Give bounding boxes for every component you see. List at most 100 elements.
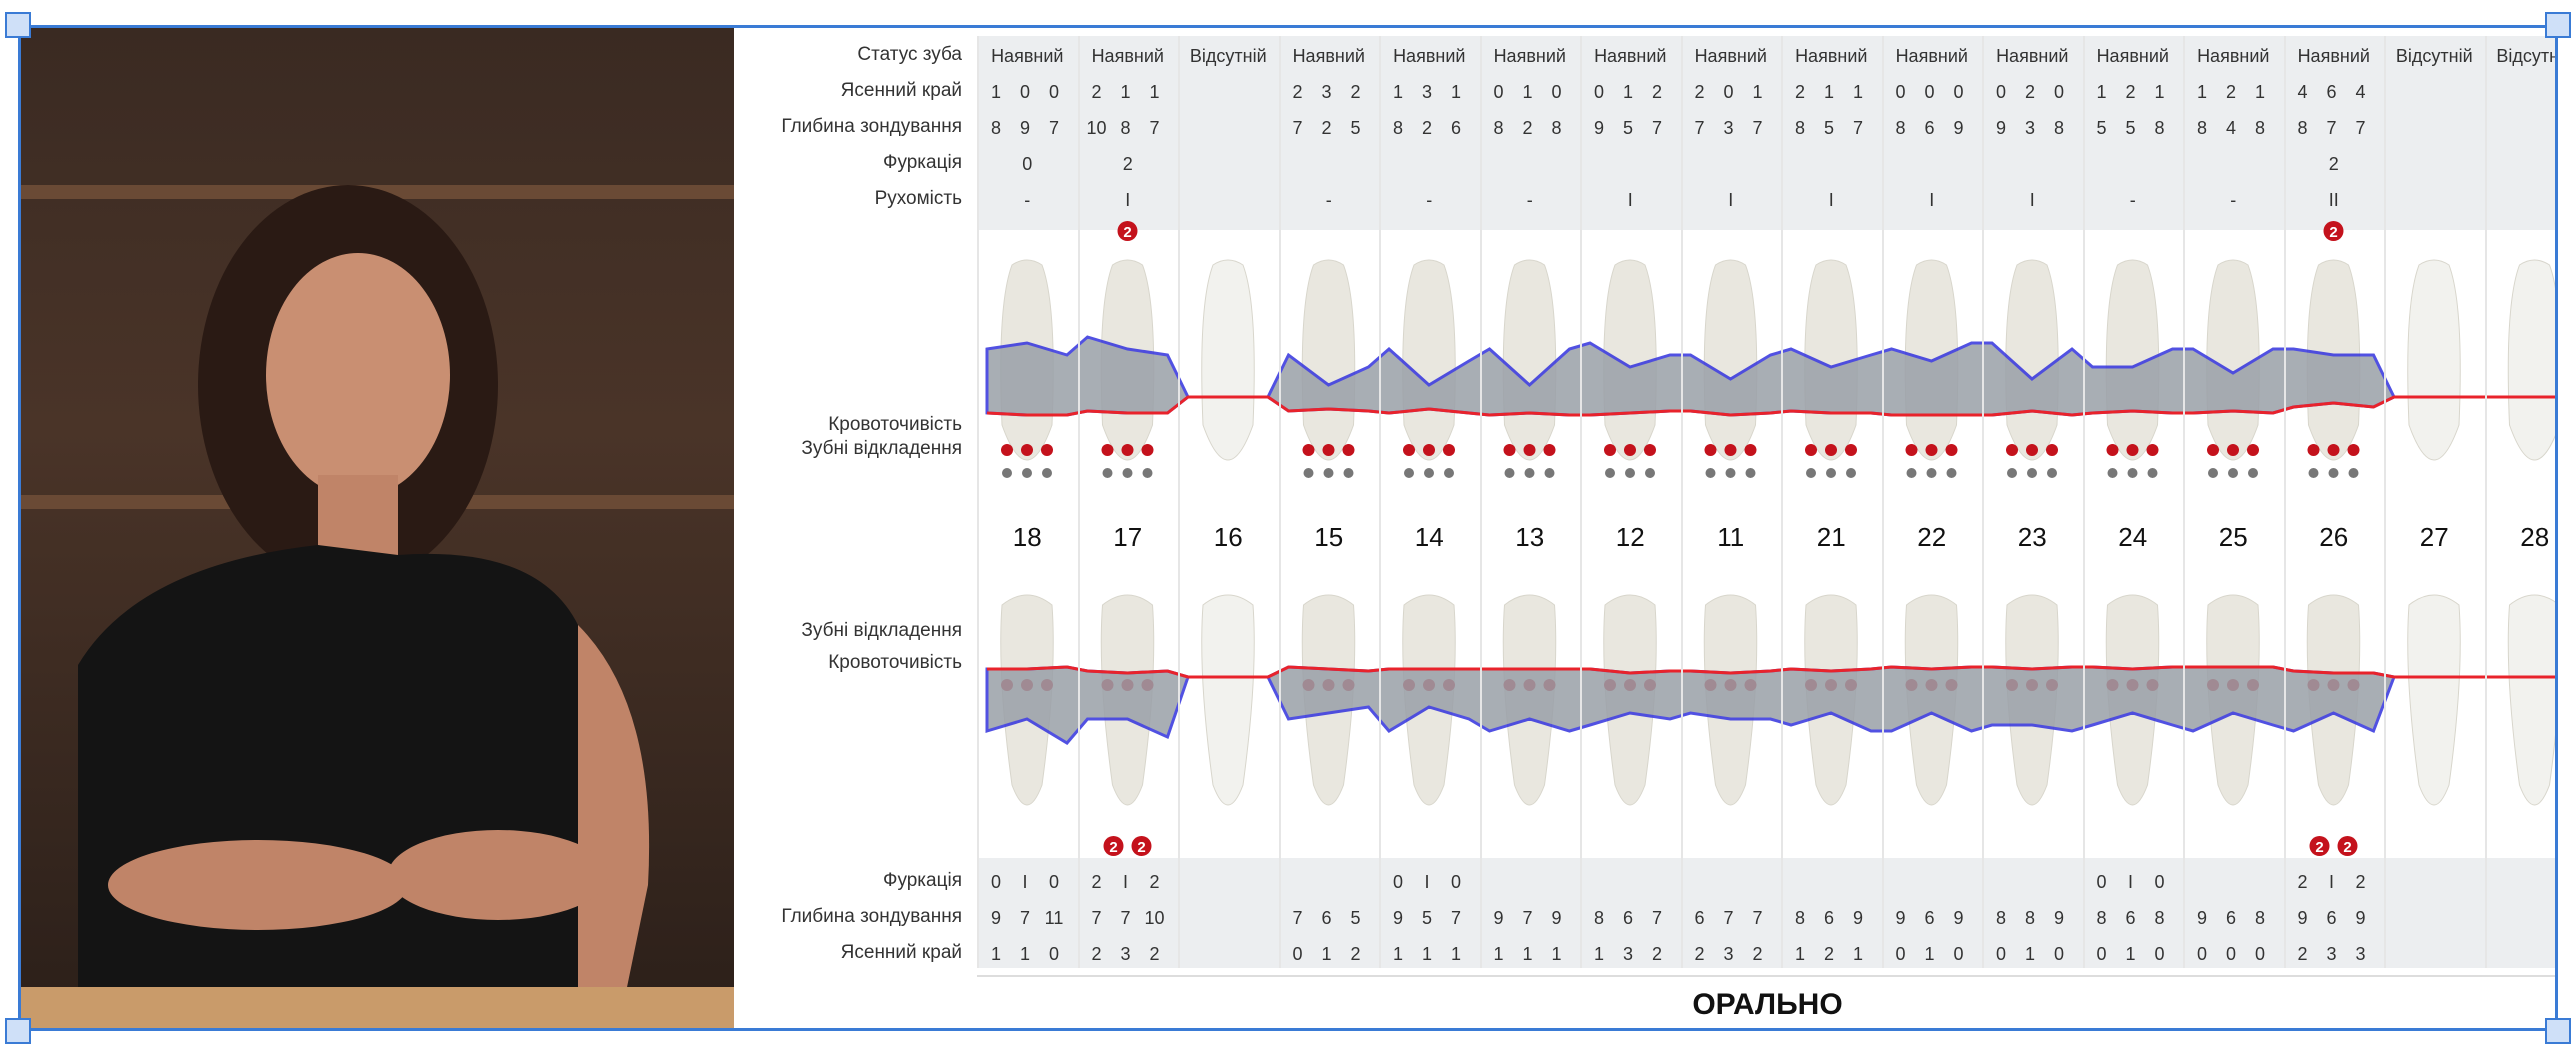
resize-handle-tl[interactable] [5, 12, 31, 38]
lower-gingival-margin-value: 0 [2196, 944, 2207, 964]
resize-handle-bl[interactable] [5, 1018, 31, 1044]
column-divider [1379, 36, 1381, 968]
plaque-dot-icon [2228, 468, 2238, 478]
label-probing-depth: Глибина зондування [781, 116, 962, 137]
resize-handle-tr[interactable] [2545, 12, 2571, 38]
plaque-dot-icon [1826, 468, 1836, 478]
gingival-margin-value: 0 [1953, 82, 1964, 102]
lower-pocket-band-margin-line [987, 665, 2558, 679]
plaque-dot-icon [2027, 468, 2037, 478]
lower-gingival-margin-value: 2 [1149, 944, 1160, 964]
gingival-margin-value: 2 [1292, 82, 1303, 102]
plaque-dot-icon [1625, 468, 1635, 478]
label-gingival-margin: Ясенний край [840, 80, 962, 101]
bleeding-drop-icon [1744, 444, 1757, 456]
lower-probing-depth-value: 7 [1120, 908, 1131, 928]
lower-probing-depth-value: 8 [1995, 908, 2006, 928]
plaque-dot-icon [1544, 468, 1555, 478]
plaque-dot-icon [1424, 468, 1434, 478]
lower-gingival-margin-value: 2 [1651, 944, 1662, 964]
probing-depth-value: 8 [2297, 118, 2308, 138]
gingival-margin-value: 4 [2297, 82, 2308, 102]
lower-probing-depth-value: 5 [1421, 908, 1432, 928]
probing-depth-value: 4 [2225, 118, 2236, 138]
lower-gingival-margin-value: 0 [1953, 944, 1964, 964]
column-divider [1881, 36, 1884, 968]
lower-gingival-margin-value: 2 [1350, 944, 1361, 964]
column-divider [2183, 36, 2185, 968]
label-bleeding-lower: Кровоточивість [828, 652, 962, 673]
lower-gingival-margin-value: 3 [2326, 944, 2337, 964]
periodontal-chart: Статус зуба Ясенний край Глибина зондува… [734, 25, 2558, 1031]
probing-depth-value: 8 [1551, 118, 1562, 138]
tooth-number: 21 [1816, 522, 1846, 552]
gingival-margin-value: 1 [1120, 82, 1131, 102]
bleeding-drop-icon [1543, 444, 1556, 456]
resize-handle-br[interactable] [2545, 1018, 2571, 1044]
column-divider [977, 36, 979, 968]
plaque-dot-icon [1303, 468, 1314, 478]
lower-furcation-value: 0 [1392, 872, 1403, 892]
probing-depth-value: 8 [2254, 118, 2265, 138]
tooth-status: Відсутній [2496, 46, 2558, 66]
bleeding-drop-icon [2046, 444, 2058, 456]
gingival-margin-value: 2 [1694, 82, 1705, 102]
gingival-margin-value: 1 [1823, 82, 1834, 102]
lower-probing-depth-value: 7 [1450, 908, 1461, 928]
lower-probing-depth-value: 9 [1895, 908, 1906, 928]
plaque-dot-icon [1404, 468, 1414, 478]
bleeding-drop-icon [1644, 444, 1656, 456]
probing-depth-value: 5 [2096, 118, 2107, 138]
mobility-value: - [1325, 190, 1332, 210]
mobility-value: - [2129, 190, 2136, 210]
plaque-dot-icon [2047, 468, 2057, 478]
plaque-dot-icon [1323, 468, 1334, 478]
column-divider [1278, 36, 1281, 968]
plaque-dot-icon [1946, 468, 1957, 478]
bleeding-drop-icon [2247, 444, 2259, 456]
lower-probing-depth-value: 6 [2125, 908, 2136, 928]
tooth-number: 12 [1615, 522, 1645, 552]
gingival-margin-value: 2 [2225, 82, 2236, 102]
mobility-value: - [1526, 190, 1533, 210]
gingival-margin-value: 0 [1048, 82, 1059, 102]
lower-probing-depth-value: 7 [1651, 908, 1662, 928]
mobility-value: I [1125, 190, 1131, 210]
probing-depth-value: 6 [1924, 118, 1935, 138]
upper-pocket-band-margin-line [986, 395, 2558, 417]
probing-depth-value: 8 [1794, 118, 1805, 138]
video-panel [18, 25, 734, 1031]
lower-furcation-value: I [1424, 872, 1430, 892]
lower-probing-depth-value: 7 [1723, 908, 1734, 928]
column-divider [1580, 36, 1582, 968]
lower-probing-depth-value: 6 [1622, 908, 1633, 928]
plaque-dot-icon [1806, 468, 1816, 478]
bleeding-drop-icon [1302, 444, 1315, 456]
lower-gingival-margin-value: 1 [1924, 944, 1935, 964]
lower-gingival-margin-value: 3 [2355, 944, 2366, 964]
plaque-dot-icon [1042, 468, 1052, 478]
gingival-margin-value: 0 [1895, 82, 1906, 102]
gingival-margin-value: 2 [2125, 82, 2136, 102]
column-divider [2283, 36, 2286, 968]
bleeding-drop-icon [1523, 444, 1536, 456]
lower-gingival-margin-value: 3 [1120, 944, 1131, 964]
gingival-margin-value: 2 [1651, 82, 1662, 102]
lower-gingival-margin-value: 0 [2154, 944, 2165, 964]
lower-probing-depth-value: 7 [1019, 908, 1030, 928]
lower-furcation-badge-value: 2 [2315, 839, 2323, 856]
lower-gingival-margin-value: 1 [1522, 944, 1533, 964]
label-furcation-lower: Фуркація [883, 870, 962, 891]
tooth-status: Наявний [991, 46, 1064, 66]
gingival-margin-value: 1 [1852, 82, 1863, 102]
lower-furcation-value: I [2328, 872, 2334, 892]
bleeding-drop-icon [1945, 444, 1958, 456]
lower-probing-depth-value: 9 [1953, 908, 1964, 928]
tooth-number: 25 [2218, 522, 2248, 552]
probing-depth-value: 9 [1019, 118, 1030, 138]
probing-depth-value: 5 [1622, 118, 1633, 138]
plaque-dot-icon [1343, 468, 1354, 478]
lower-gingival-margin-value: 2 [1091, 944, 1102, 964]
upper-furcation-badge-value: 2 [2329, 224, 2337, 241]
lower-probing-depth-value: 7 [1522, 908, 1533, 928]
